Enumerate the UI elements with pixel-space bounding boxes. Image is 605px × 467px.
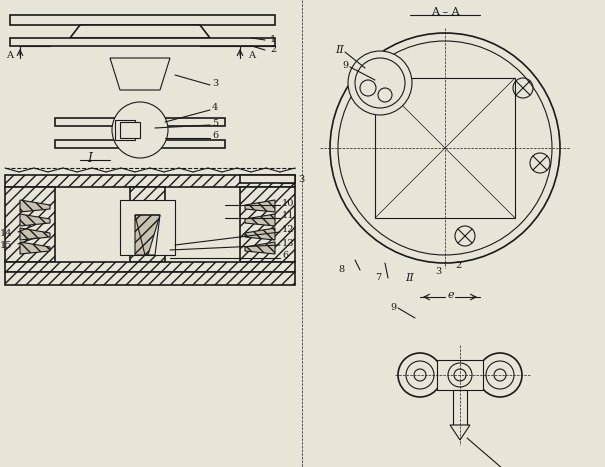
Circle shape xyxy=(355,58,405,108)
Circle shape xyxy=(338,41,552,255)
Circle shape xyxy=(406,361,434,389)
Polygon shape xyxy=(70,25,210,38)
Polygon shape xyxy=(20,242,50,254)
Polygon shape xyxy=(5,272,295,285)
Polygon shape xyxy=(110,58,170,90)
Circle shape xyxy=(414,369,426,381)
Text: 7: 7 xyxy=(375,274,381,283)
Text: 8: 8 xyxy=(338,266,344,275)
Text: 2: 2 xyxy=(455,261,461,269)
Text: 9: 9 xyxy=(342,61,348,70)
Bar xyxy=(5,187,55,262)
Polygon shape xyxy=(245,214,275,226)
Text: 2: 2 xyxy=(270,45,276,55)
Circle shape xyxy=(360,80,376,96)
Text: 15: 15 xyxy=(0,241,12,249)
Bar xyxy=(453,390,467,425)
Polygon shape xyxy=(20,200,50,212)
Circle shape xyxy=(448,363,472,387)
Polygon shape xyxy=(135,215,160,255)
Text: e: e xyxy=(448,290,454,300)
Text: 9: 9 xyxy=(390,303,396,311)
Bar xyxy=(437,360,483,390)
Bar xyxy=(10,38,275,46)
Polygon shape xyxy=(20,214,50,226)
Text: 3: 3 xyxy=(212,78,218,87)
Text: 5: 5 xyxy=(212,119,218,127)
Polygon shape xyxy=(245,228,275,240)
Bar xyxy=(55,140,225,148)
Text: A: A xyxy=(249,50,255,59)
Bar xyxy=(240,175,295,183)
Polygon shape xyxy=(115,120,135,140)
Text: 6: 6 xyxy=(282,252,288,261)
Bar xyxy=(10,15,275,25)
Bar xyxy=(240,187,295,262)
Circle shape xyxy=(112,102,168,158)
Text: 3: 3 xyxy=(435,268,441,276)
Text: 14: 14 xyxy=(0,228,13,238)
Text: A: A xyxy=(7,50,13,59)
Bar xyxy=(120,122,140,138)
Text: I: I xyxy=(88,151,93,164)
Polygon shape xyxy=(450,425,470,440)
Bar xyxy=(55,118,225,126)
Bar xyxy=(120,200,175,255)
Circle shape xyxy=(348,51,412,115)
Text: 3: 3 xyxy=(298,176,304,184)
Polygon shape xyxy=(20,228,50,240)
Text: 13: 13 xyxy=(282,239,295,248)
Text: 4: 4 xyxy=(212,104,218,113)
Text: 6: 6 xyxy=(212,132,218,141)
Circle shape xyxy=(378,88,392,102)
Polygon shape xyxy=(245,200,275,212)
Text: 10: 10 xyxy=(282,198,295,207)
Bar xyxy=(375,78,515,218)
Circle shape xyxy=(478,353,522,397)
Text: 11: 11 xyxy=(282,212,295,220)
Text: 12: 12 xyxy=(282,226,295,234)
Polygon shape xyxy=(245,242,275,254)
Circle shape xyxy=(398,353,442,397)
Circle shape xyxy=(494,369,506,381)
Text: A – A: A – A xyxy=(431,7,459,17)
Circle shape xyxy=(486,361,514,389)
Circle shape xyxy=(330,33,560,263)
Text: 1: 1 xyxy=(270,35,276,44)
Text: II: II xyxy=(405,273,414,283)
Bar xyxy=(5,175,295,187)
Text: II: II xyxy=(335,45,344,55)
Bar xyxy=(5,262,295,272)
Bar xyxy=(130,187,165,262)
Circle shape xyxy=(454,369,466,381)
